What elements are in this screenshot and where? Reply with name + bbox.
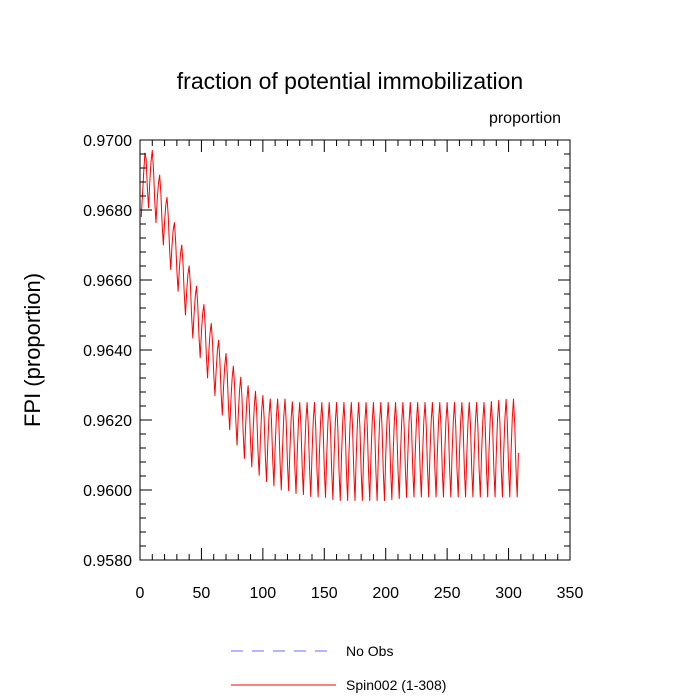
chart-title: fraction of potential immobilization [177,68,523,94]
legend-label-no-obs: No Obs [346,643,393,659]
x-tick-label: 200 [372,585,399,602]
y-axis-label: FPI (proportion) [20,273,45,427]
axes: 0 50 100 150 200 250 300 350 0.9580 0.9600 0.9620 0… [83,133,583,602]
y-tick-label: 0.9600 [83,483,132,500]
y-tick-label: 0.9640 [83,343,132,360]
x-tick-label: 300 [495,585,522,602]
units-label: proportion [489,110,561,127]
x-tick-label: 150 [311,585,338,602]
plot-area [140,150,519,501]
y-tick-label: 0.9660 [83,273,132,290]
y-tick-label: 0.9700 [83,133,132,150]
x-tick-label: 350 [557,585,584,602]
series-line-1 [140,150,519,501]
x-tick-label: 100 [250,585,277,602]
x-tick-label: 50 [193,585,211,602]
y-tick-label: 0.9620 [83,413,132,430]
y-tick-label: 0.9580 [83,553,132,570]
y-tick-label: 0.9680 [83,203,132,220]
x-tick-label: 250 [434,585,461,602]
legend-label-spin002: Spin002 (1-308) [346,677,446,693]
legend: No Obs Spin002 (1-308) [231,643,446,693]
x-tick-label: 0 [136,585,145,602]
